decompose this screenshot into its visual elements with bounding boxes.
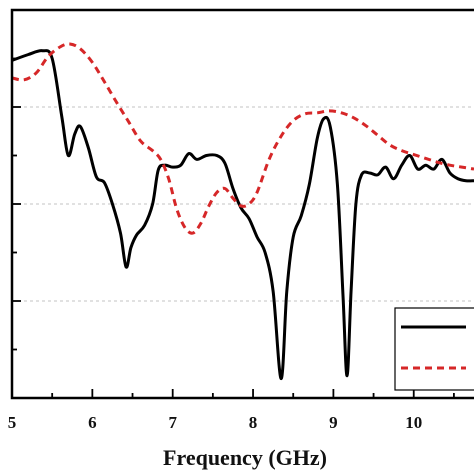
grid-lines: [12, 106, 474, 302]
series-line-2: [11, 42, 474, 235]
legend: [394, 307, 474, 391]
x-tick-labels: 5 6 7 8 9 10: [8, 413, 422, 432]
x-tick-label: 6: [88, 413, 97, 432]
x-tick-label: 10: [405, 413, 422, 432]
x-tick-label: 5: [8, 413, 17, 432]
axis-ticks: [11, 57, 455, 399]
x-tick-label: 8: [249, 413, 258, 432]
series-layer: [11, 42, 474, 381]
legend-box: [394, 307, 474, 391]
x-tick-label: 7: [168, 413, 177, 432]
x-axis-title: Frequency (GHz): [163, 445, 327, 470]
series-line-1: [11, 49, 474, 381]
x-tick-label: 9: [329, 413, 338, 432]
